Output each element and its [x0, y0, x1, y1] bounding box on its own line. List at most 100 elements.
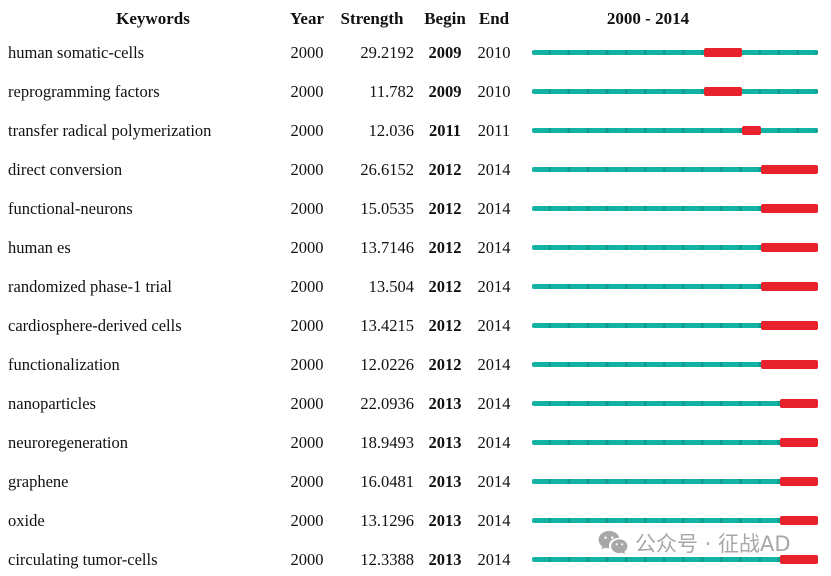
strength-value: 13.7146	[360, 238, 414, 257]
strength-value: 18.9493	[360, 433, 414, 452]
timeline-baseline	[532, 479, 818, 484]
table-row: reprogramming factors 2000 11.782 2009 2010	[0, 72, 831, 111]
keyword-label: circulating tumor-cells	[8, 550, 158, 569]
keyword-label: human es	[8, 238, 71, 257]
end-year-value: 2014	[477, 199, 511, 218]
burst-segment	[703, 87, 742, 96]
begin-year-value: 2013	[428, 394, 462, 413]
begin-year-value: 2013	[428, 511, 462, 530]
column-header-keywords: Keywords	[116, 9, 190, 28]
timeline-baseline	[532, 401, 818, 406]
table-row: randomized phase-1 trial 2000 13.504 2012 20…	[0, 267, 831, 306]
year-value: 2000	[290, 199, 324, 218]
column-header-begin: Begin	[424, 9, 466, 28]
end-year-value: 2010	[477, 82, 511, 101]
table-row: circulating tumor-cells 2000 12.3388 2013 20…	[0, 540, 831, 576]
table-row: functional-neurons 2000 15.0535 2012 2014	[0, 189, 831, 228]
keyword-label: cardiosphere-derived cells	[8, 316, 182, 335]
timeline-baseline	[532, 89, 818, 94]
burst-segment	[760, 204, 818, 213]
burst-segment	[760, 165, 818, 174]
keyword-label: human somatic-cells	[8, 43, 145, 62]
begin-year-value: 2009	[428, 43, 462, 62]
strength-value: 13.1296	[360, 511, 414, 530]
timeline-baseline	[532, 440, 818, 445]
timeline-bar	[532, 72, 818, 111]
keyword-label: reprogramming factors	[8, 82, 160, 101]
begin-year-value: 2013	[428, 550, 462, 569]
timeline-bar	[532, 111, 818, 150]
year-value: 2000	[290, 43, 324, 62]
timeline-baseline	[532, 245, 818, 250]
keyword-label: direct conversion	[8, 160, 123, 179]
year-value: 2000	[290, 511, 324, 530]
year-value: 2000	[290, 394, 324, 413]
keyword-label: graphene	[8, 472, 69, 491]
column-header-timeline-range: 2000 - 2014	[606, 9, 690, 28]
timeline-baseline	[532, 284, 818, 289]
strength-value: 11.782	[369, 82, 414, 101]
table-row: nanoparticles 2000 22.0936 2013 2014	[0, 384, 831, 423]
strength-value: 15.0535	[360, 199, 414, 218]
table-row: human es 2000 13.7146 2012 2014	[0, 228, 831, 267]
end-year-value: 2014	[477, 472, 511, 491]
keyword-label: oxide	[8, 511, 45, 530]
burst-segment	[779, 438, 818, 447]
strength-value: 12.036	[368, 121, 414, 140]
burst-segment	[779, 555, 818, 564]
burst-segment	[760, 282, 818, 291]
table-row: transfer radical polymerization 2000 12.03…	[0, 111, 831, 150]
keyword-label: transfer radical polymerization	[8, 121, 212, 140]
burst-segment	[760, 360, 818, 369]
table-row: direct conversion 2000 26.6152 2012 2014	[0, 150, 831, 189]
column-header-strength: Strength	[340, 9, 404, 28]
timeline-bar	[532, 384, 818, 423]
begin-year-value: 2012	[428, 199, 462, 218]
timeline-baseline	[532, 323, 818, 328]
begin-year-value: 2013	[428, 472, 462, 491]
begin-year-value: 2012	[428, 277, 462, 296]
table-row: human somatic-cells 2000 29.2192 2009 2010	[0, 33, 831, 72]
year-value: 2000	[290, 433, 324, 452]
timeline-bar	[532, 228, 818, 267]
strength-value: 12.3388	[360, 550, 414, 569]
burst-segment	[703, 48, 742, 57]
timeline-bar	[532, 501, 818, 540]
timeline-bar	[532, 267, 818, 306]
burst-segment	[779, 477, 818, 486]
timeline-bar	[532, 462, 818, 501]
begin-year-value: 2009	[428, 82, 462, 101]
burst-segment	[741, 126, 761, 135]
begin-year-value: 2013	[428, 433, 462, 452]
wechat-icon	[598, 530, 628, 556]
table-row: cardiosphere-derived cells 2000 13.4215 201…	[0, 306, 831, 345]
table-body: human somatic-cells 2000 29.2192 2009 2010 re…	[0, 33, 831, 576]
end-year-value: 2014	[477, 160, 511, 179]
burst-segment	[779, 399, 818, 408]
begin-year-value: 2011	[428, 121, 462, 140]
year-value: 2000	[290, 316, 324, 335]
timeline-baseline	[532, 362, 818, 367]
end-year-value: 2014	[477, 238, 511, 257]
begin-year-value: 2012	[428, 316, 462, 335]
end-year-value: 2014	[477, 550, 511, 569]
watermark: 公众号 · 征战AD	[598, 528, 791, 558]
strength-value: 22.0936	[360, 394, 414, 413]
strength-value: 12.0226	[360, 355, 414, 374]
table-row: graphene 2000 16.0481 2013 2014	[0, 462, 831, 501]
keyword-label: randomized phase-1 trial	[8, 277, 173, 296]
keyword-label: nanoparticles	[8, 394, 96, 413]
year-value: 2000	[290, 550, 324, 569]
timeline-bar	[532, 306, 818, 345]
keyword-label: functional-neurons	[8, 199, 133, 218]
timeline-bar	[532, 189, 818, 228]
strength-value: 29.2192	[360, 43, 414, 62]
strength-value: 26.6152	[360, 160, 414, 179]
table-row: neuroregeneration 2000 18.9493 2013 2014	[0, 423, 831, 462]
end-year-value: 2014	[477, 316, 511, 335]
year-value: 2000	[290, 82, 324, 101]
begin-year-value: 2012	[428, 160, 462, 179]
strength-value: 13.504	[368, 277, 414, 296]
watermark-text: 公众号 · 征战AD	[635, 532, 791, 556]
